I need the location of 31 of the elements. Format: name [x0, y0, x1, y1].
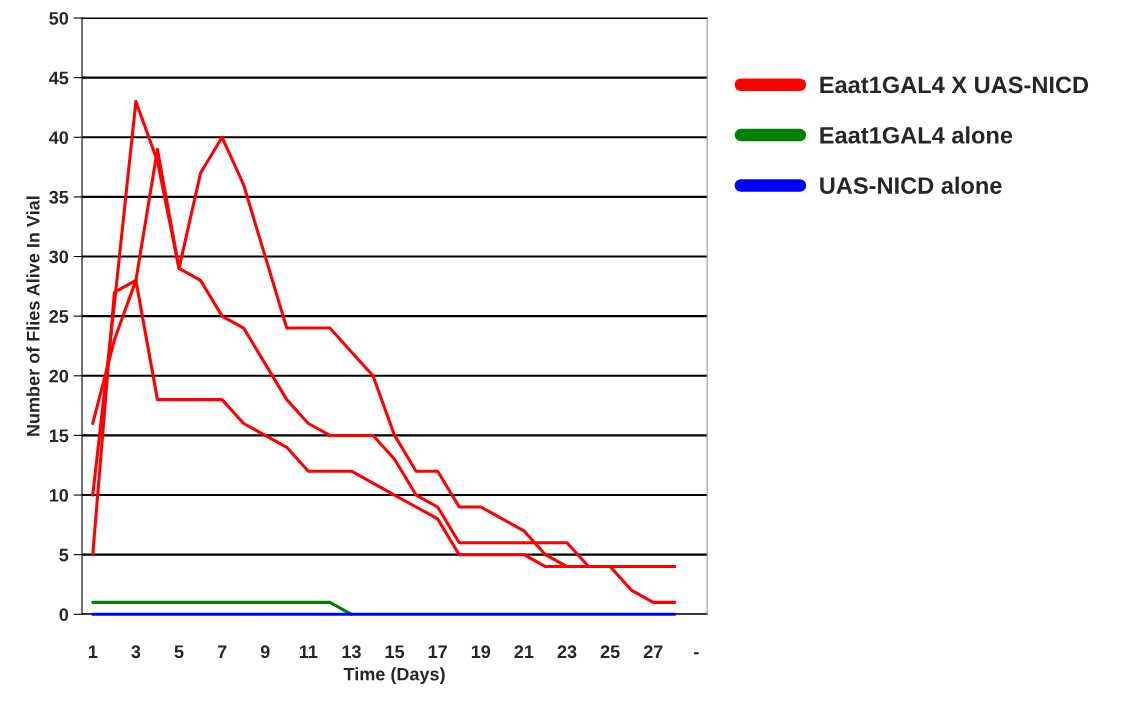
y-tick-label: 20 [49, 369, 69, 383]
y-tick-label: 35 [49, 190, 69, 204]
x-tick-label: 7 [217, 645, 227, 658]
y-tick-label: 25 [49, 310, 69, 323]
x-tick-label: 15 [385, 645, 405, 659]
y-tick-label: 0 [59, 608, 69, 622]
x-tick-label: 13 [342, 645, 361, 659]
x-tick-label: 9 [260, 645, 270, 659]
y-tick-label: 50 [49, 11, 69, 25]
x-tick-label: 11 [299, 645, 318, 658]
legend-label: UAS-NICD alone [820, 176, 1002, 194]
y-tick-label: 15 [49, 429, 69, 443]
x-tick-label: 3 [131, 645, 141, 659]
x-tick-label: 27 [643, 645, 663, 658]
y-tick-label: 45 [49, 71, 69, 85]
y-tick-label: 40 [49, 131, 69, 144]
x-tick-label: 21 [514, 645, 534, 658]
x-tick-label: 5 [174, 645, 184, 659]
x-tick-label: 17 [428, 645, 447, 658]
x-tick-label: 25 [600, 645, 620, 659]
x-tick-label: 19 [471, 645, 491, 659]
x-tick-label: - [694, 652, 699, 655]
y-axis-title: Number of Flies Alive In Vial [26, 196, 40, 436]
x-tick-label: 1 [88, 645, 98, 658]
legend-label: Eaat1GAL4 X UAS-NICD [820, 76, 1089, 94]
y-tick-label: 30 [49, 250, 69, 264]
x-axis-title: Time (Days) [343, 667, 445, 685]
y-tick-label: 5 [59, 548, 69, 562]
legend-label: Eaat1GAL4 alone [820, 126, 1013, 144]
y-tick-label: 10 [49, 488, 69, 502]
x-tick-label: 23 [557, 645, 577, 659]
